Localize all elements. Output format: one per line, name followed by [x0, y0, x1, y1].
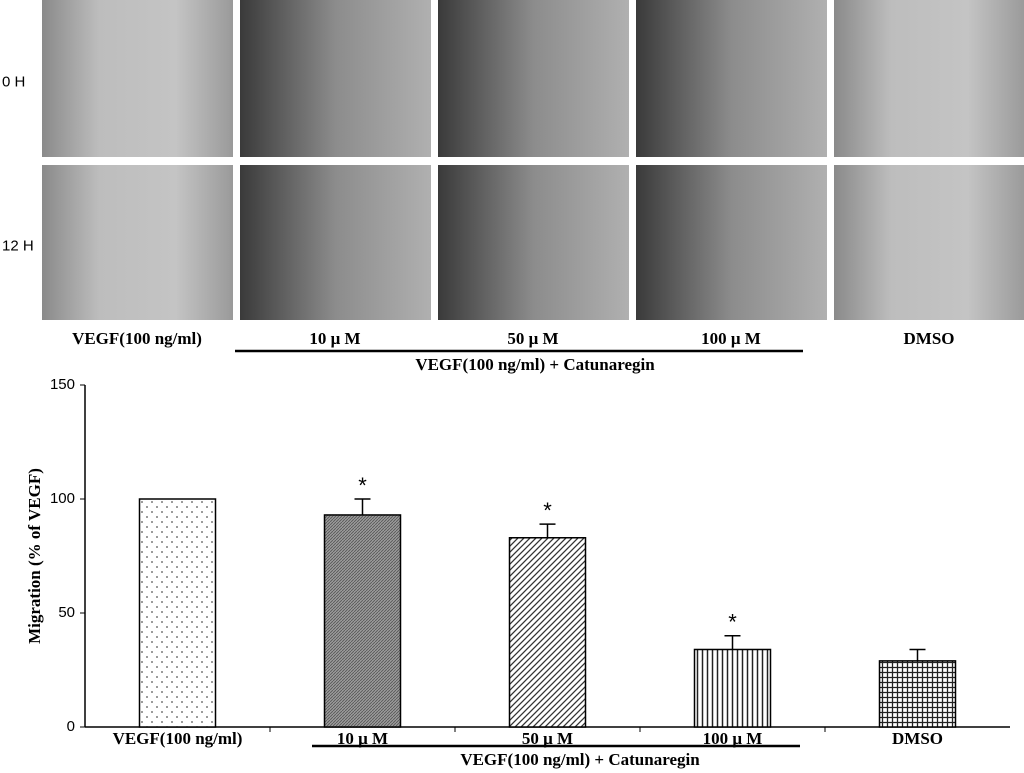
y-tick-label: 0 — [67, 718, 75, 735]
row-label: 0 H — [2, 73, 25, 90]
group-label: VEGF(100 ng/ml) + Catunaregin — [415, 355, 655, 374]
significance-marker: * — [358, 473, 367, 498]
x-tick-label: 50 μ M — [522, 729, 573, 748]
significance-marker: * — [728, 610, 737, 635]
y-tick-label: 150 — [50, 376, 75, 393]
micrograph — [42, 165, 233, 320]
error-bar — [354, 498, 371, 515]
micrograph — [636, 165, 827, 320]
x-tick-label: 10 μ M — [337, 729, 388, 748]
micrograph — [240, 0, 431, 157]
micrograph — [438, 165, 629, 320]
column-label: 50 μ M — [507, 329, 558, 348]
bar — [138, 498, 217, 728]
row-label: 12 H — [2, 237, 34, 254]
bar — [508, 537, 587, 728]
y-tick-label: 50 — [58, 604, 75, 621]
column-label: 10 μ M — [309, 329, 360, 348]
error-bar — [909, 648, 926, 661]
bar — [323, 514, 402, 728]
micrograph — [834, 0, 1024, 157]
significance-marker: * — [543, 498, 552, 523]
y-axis-label: Migration (% of VEGF) — [25, 468, 44, 644]
micrograph — [636, 0, 827, 157]
bar — [693, 648, 772, 728]
micrograph — [42, 0, 233, 157]
micrograph — [240, 165, 431, 320]
x-tick-label: 100 μ M — [703, 729, 763, 748]
column-label: VEGF(100 ng/ml) — [72, 329, 202, 348]
micrograph — [834, 165, 1024, 320]
micrograph — [438, 0, 629, 157]
x-tick-label: VEGF(100 ng/ml) — [113, 729, 243, 748]
x-tick-label: DMSO — [892, 729, 943, 748]
y-tick-label: 100 — [50, 490, 75, 507]
column-label: DMSO — [904, 329, 955, 348]
bar — [878, 660, 957, 728]
group-label: VEGF(100 ng/ml) + Catunaregin — [460, 750, 700, 769]
column-label: 100 μ M — [701, 329, 761, 348]
error-bar — [724, 635, 741, 650]
error-bar — [539, 523, 556, 538]
